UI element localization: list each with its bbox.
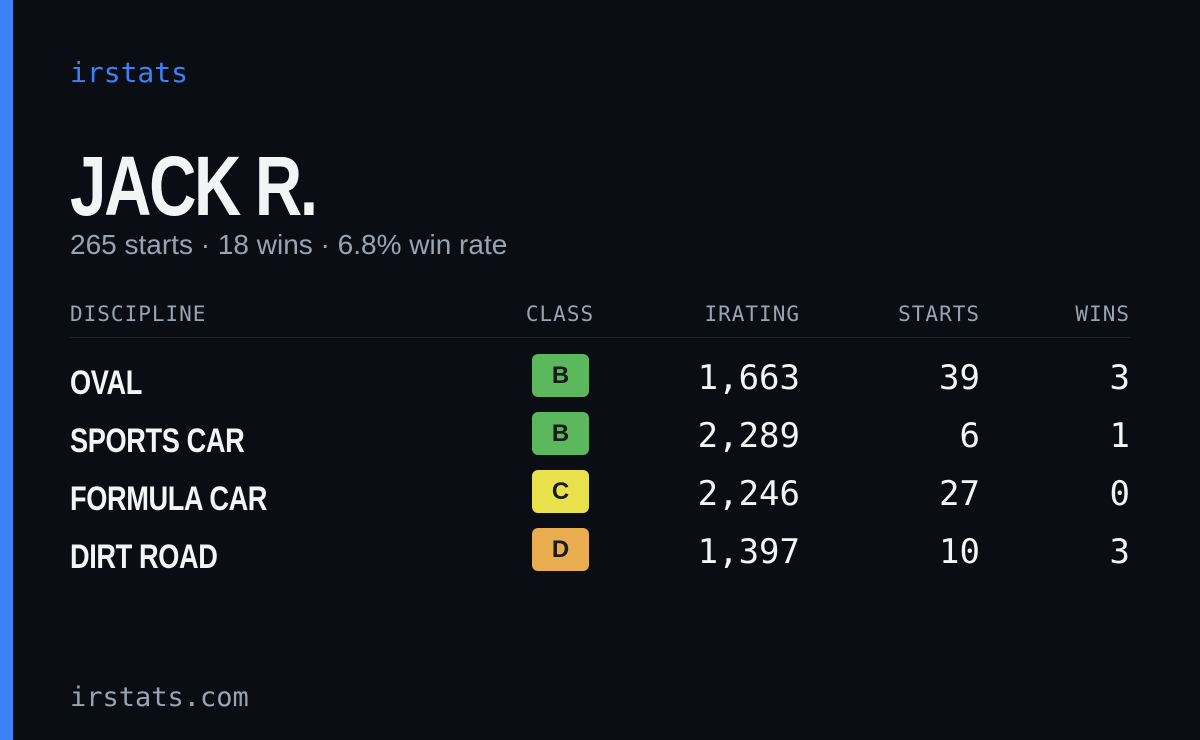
- wins: 0: [1109, 474, 1130, 514]
- class-badge: B: [532, 354, 589, 397]
- footer-link: irstats.com: [70, 682, 249, 713]
- class-badge: C: [532, 470, 589, 513]
- column-header: CLASS: [525, 302, 595, 326]
- brand: irstats: [70, 56, 189, 89]
- accent-bar: [0, 0, 13, 740]
- wins: 1: [1109, 416, 1130, 456]
- class-badge: B: [532, 412, 589, 455]
- starts: 6: [959, 416, 980, 456]
- starts: 27: [939, 474, 980, 514]
- starts: 39: [939, 358, 980, 398]
- wins: 3: [1109, 358, 1130, 398]
- discipline: FORMULA CAR: [70, 480, 268, 518]
- header-rule: [70, 337, 1130, 338]
- column-header: WINS: [1075, 302, 1130, 326]
- irating: 2,289: [697, 416, 800, 456]
- discipline: SPORTS CAR: [70, 422, 245, 460]
- discipline: OVAL: [70, 364, 142, 402]
- driver-name: JACK R.: [70, 139, 318, 233]
- class-badge: D: [532, 528, 589, 571]
- column-header: DISCIPLINE: [70, 302, 207, 326]
- discipline: DIRT ROAD: [70, 538, 218, 576]
- wins: 3: [1109, 532, 1130, 572]
- column-header: STARTS: [898, 302, 980, 326]
- irating: 1,397: [697, 532, 800, 572]
- column-header: IRATING: [704, 302, 800, 326]
- driver-summary: 265 starts · 18 wins · 6.8% win rate: [70, 229, 508, 260]
- irating: 2,246: [697, 474, 800, 514]
- irating: 1,663: [697, 358, 800, 398]
- starts: 10: [939, 532, 980, 572]
